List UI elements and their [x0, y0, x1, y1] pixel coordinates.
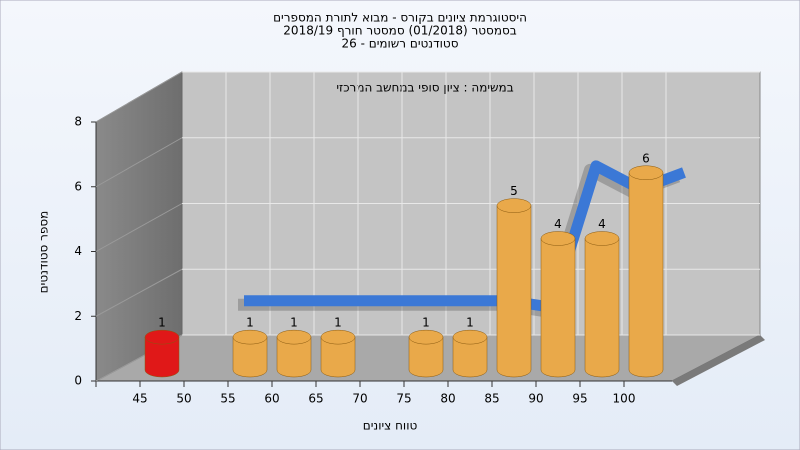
- bar: [584, 238, 620, 378]
- bar-top: [540, 231, 576, 246]
- bar-top: [276, 329, 312, 345]
- data-label: 6: [642, 151, 650, 165]
- x-tick-label: 65: [308, 392, 323, 406]
- x-tick-label: 85: [484, 392, 499, 406]
- y-tick-label: 0: [74, 374, 82, 388]
- x-tick-label: 95: [572, 392, 587, 406]
- data-label: 1: [422, 316, 430, 330]
- bar: [452, 336, 488, 378]
- bar-top: [584, 231, 620, 246]
- floor-edge: [672, 335, 765, 386]
- curve: [244, 160, 686, 313]
- bar: [496, 205, 532, 378]
- x-tick-label: 70: [352, 392, 367, 406]
- y-tick-label: 4: [74, 244, 82, 258]
- x-tick-label: 50: [176, 392, 191, 406]
- data-label: 4: [554, 217, 562, 231]
- bar: [232, 336, 268, 378]
- bar: [320, 336, 356, 378]
- x-tick-label: 100: [613, 392, 636, 406]
- bar: [540, 238, 576, 378]
- x-tick-label: 60: [264, 392, 279, 406]
- x-tick-label: 75: [396, 392, 411, 406]
- data-label: 1: [158, 316, 166, 330]
- chart-subtitle: בסמסטר (01/2018) סמסטר חורף 2018/19: [283, 24, 516, 38]
- bar: [408, 336, 444, 378]
- bar-top: [628, 165, 664, 180]
- x-tick-label: 45: [132, 392, 147, 406]
- x-axis-label: טווח ציונים: [363, 419, 418, 433]
- x-tick-label: 55: [220, 392, 235, 406]
- bar-top: [408, 329, 444, 345]
- data-label: 1: [466, 316, 474, 330]
- chart-subtitle: סטודנטים רשומים - 26: [341, 37, 458, 51]
- grid-line: [95, 71, 183, 123]
- data-label: 1: [290, 316, 298, 330]
- bar: [144, 336, 180, 378]
- bar-top: [320, 329, 356, 345]
- annotation: במשימה : ציון סופי במחשב המרכזי: [336, 81, 513, 95]
- grid-line: [95, 137, 183, 188]
- data-label: 4: [598, 217, 606, 231]
- x-tick-label: 90: [528, 392, 543, 406]
- data-label: 1: [334, 316, 342, 330]
- bar-top: [452, 329, 488, 345]
- bar: [276, 336, 312, 378]
- data-label: 5: [510, 184, 518, 198]
- grid-line: [95, 268, 183, 317]
- x-tick-label: 80: [440, 392, 455, 406]
- y-tick-label: 8: [74, 115, 82, 129]
- y-tick-label: 6: [74, 179, 82, 193]
- bar: [628, 172, 664, 378]
- bar-top: [496, 198, 532, 213]
- data-label: 1: [246, 316, 254, 330]
- y-axis-label: מספר סטודנטים: [37, 211, 51, 294]
- bar-top: [232, 329, 268, 345]
- y-tick-label: 2: [74, 309, 82, 323]
- grid-line: [95, 203, 183, 252]
- chart-title: היסטוגרמת ציונים בקורס - מבוא לתורת המספ…: [273, 11, 527, 25]
- bar-top: [144, 329, 180, 345]
